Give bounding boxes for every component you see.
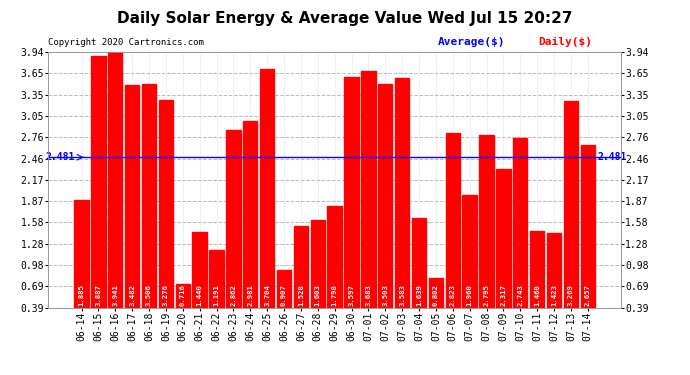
- Text: 2.481: 2.481: [598, 152, 627, 162]
- Bar: [226, 130, 241, 336]
- Bar: [395, 78, 409, 336]
- Text: 3.597: 3.597: [348, 284, 355, 306]
- Bar: [142, 84, 156, 336]
- Text: 3.704: 3.704: [264, 284, 270, 306]
- Text: 1.460: 1.460: [534, 284, 540, 306]
- Text: 1.440: 1.440: [197, 284, 203, 306]
- Bar: [547, 233, 561, 336]
- Text: 1.603: 1.603: [315, 284, 321, 306]
- Bar: [277, 270, 291, 336]
- Text: 3.683: 3.683: [366, 284, 371, 306]
- Bar: [159, 100, 173, 336]
- Text: 0.802: 0.802: [433, 284, 439, 306]
- Text: 1.423: 1.423: [551, 284, 557, 306]
- Text: 1.528: 1.528: [298, 284, 304, 306]
- Bar: [496, 169, 511, 336]
- Text: Average($): Average($): [437, 38, 505, 47]
- Text: 2.317: 2.317: [500, 284, 506, 306]
- Bar: [328, 206, 342, 336]
- Text: 3.269: 3.269: [568, 284, 574, 306]
- Bar: [260, 69, 275, 336]
- Bar: [446, 133, 460, 336]
- Text: 2.743: 2.743: [518, 284, 523, 306]
- Text: 3.941: 3.941: [112, 284, 118, 306]
- Text: 2.823: 2.823: [450, 284, 456, 306]
- Bar: [580, 145, 595, 336]
- Bar: [530, 231, 544, 336]
- Bar: [344, 77, 359, 336]
- Bar: [378, 84, 393, 336]
- Text: 2.795: 2.795: [484, 284, 489, 306]
- Bar: [91, 56, 106, 336]
- Text: 3.503: 3.503: [382, 284, 388, 306]
- Bar: [480, 135, 494, 336]
- Bar: [310, 220, 325, 336]
- Text: 3.276: 3.276: [163, 284, 169, 306]
- Bar: [362, 71, 375, 336]
- Text: Copyright 2020 Cartronics.com: Copyright 2020 Cartronics.com: [48, 38, 204, 47]
- Bar: [108, 53, 122, 336]
- Bar: [125, 86, 139, 336]
- Bar: [175, 284, 190, 336]
- Text: Daily($): Daily($): [538, 38, 592, 47]
- Bar: [209, 250, 224, 336]
- Bar: [462, 195, 477, 336]
- Bar: [75, 200, 89, 336]
- Text: 1.960: 1.960: [466, 284, 473, 306]
- Text: 1.798: 1.798: [332, 284, 337, 306]
- Text: 2.657: 2.657: [585, 284, 591, 306]
- Text: 2.981: 2.981: [247, 284, 253, 306]
- Bar: [428, 278, 443, 336]
- Bar: [513, 138, 527, 336]
- Bar: [243, 122, 257, 336]
- Text: 1.639: 1.639: [416, 284, 422, 306]
- Bar: [412, 218, 426, 336]
- Text: 3.506: 3.506: [146, 284, 152, 306]
- Text: 0.907: 0.907: [281, 284, 287, 306]
- Text: Daily Solar Energy & Average Value Wed Jul 15 20:27: Daily Solar Energy & Average Value Wed J…: [117, 11, 573, 26]
- Bar: [564, 101, 578, 336]
- Text: 3.482: 3.482: [129, 284, 135, 306]
- Text: 2.862: 2.862: [230, 284, 237, 306]
- Bar: [193, 232, 207, 336]
- Bar: [294, 226, 308, 336]
- Text: 3.583: 3.583: [399, 284, 405, 306]
- Text: 2.481: 2.481: [46, 152, 75, 162]
- Text: 0.716: 0.716: [180, 284, 186, 306]
- Text: 3.887: 3.887: [95, 284, 101, 306]
- Text: 1.885: 1.885: [79, 284, 84, 306]
- Text: 1.191: 1.191: [213, 284, 219, 306]
